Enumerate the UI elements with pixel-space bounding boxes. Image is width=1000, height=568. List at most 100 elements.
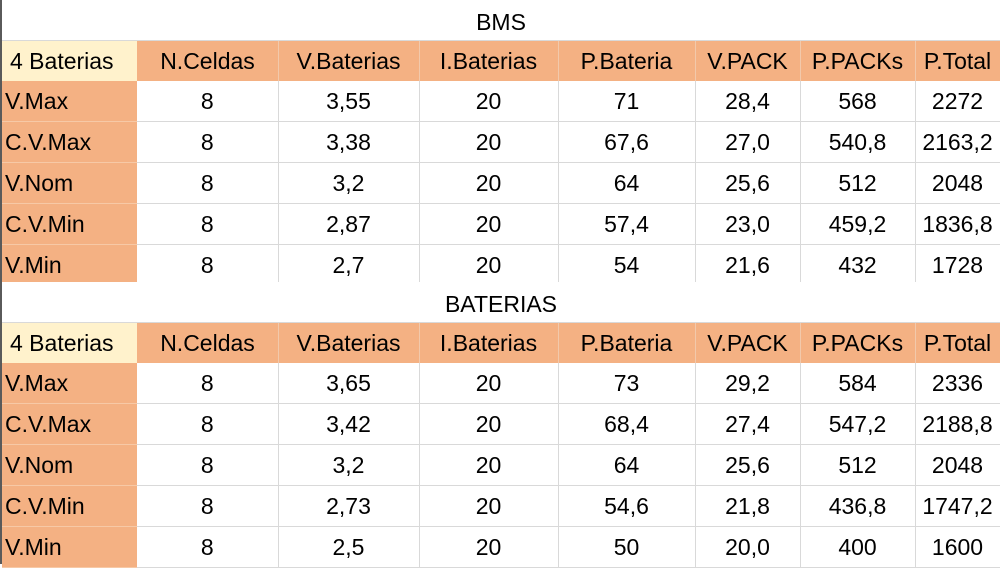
table-cell[interactable]: 20 [419, 162, 559, 204]
table-cell[interactable]: 8 [137, 81, 279, 122]
table-section-baterias: BATERIAS 4 Baterias N.Celdas V.Baterias … [2, 282, 1000, 568]
row-label[interactable]: C.V.Min [2, 485, 137, 527]
column-header[interactable]: V.PACK [695, 41, 801, 81]
table-cell[interactable]: 21,6 [695, 244, 801, 286]
column-header[interactable]: P.Bateria [558, 41, 696, 81]
table-cell[interactable]: 3,55 [278, 81, 420, 122]
table-cell[interactable]: 540,8 [800, 121, 916, 163]
table-cell[interactable]: 1600 [915, 526, 1000, 568]
table-cell[interactable]: 64 [558, 444, 696, 486]
table-cell[interactable]: 54,6 [558, 485, 696, 527]
table-cell[interactable]: 584 [800, 363, 916, 404]
table-cell[interactable]: 20 [419, 403, 559, 445]
table-cell[interactable]: 2,73 [278, 485, 420, 527]
table-cell[interactable]: 436,8 [800, 485, 916, 527]
table-cell[interactable]: 20,0 [695, 526, 801, 568]
table-cell[interactable]: 2048 [915, 162, 1000, 204]
row-label[interactable]: V.Nom [2, 162, 137, 204]
table-cell[interactable]: 57,4 [558, 203, 696, 245]
table-cell[interactable]: 2048 [915, 444, 1000, 486]
column-header[interactable]: N.Celdas [137, 41, 279, 81]
table-cell[interactable]: 67,6 [558, 121, 696, 163]
table-cell[interactable]: 27,4 [695, 403, 801, 445]
table-cell[interactable]: 2,5 [278, 526, 420, 568]
row-label[interactable]: V.Nom [2, 444, 137, 486]
table-cell[interactable]: 1836,8 [915, 203, 1000, 245]
row-label[interactable]: V.Min [2, 244, 137, 286]
table-cell[interactable]: 20 [419, 244, 559, 286]
table-cell[interactable]: 50 [558, 526, 696, 568]
column-header[interactable]: I.Baterias [419, 41, 559, 81]
column-header[interactable]: V.Baterias [278, 323, 420, 363]
column-header[interactable]: P.PACKs [800, 41, 916, 81]
table-cell[interactable]: 20 [419, 363, 559, 404]
table-cell[interactable]: 28,4 [695, 81, 801, 122]
row-label[interactable]: C.V.Max [2, 121, 137, 163]
row-label[interactable]: C.V.Max [2, 403, 137, 445]
table-cell[interactable]: 2163,2 [915, 121, 1000, 163]
column-header[interactable]: N.Celdas [137, 323, 279, 363]
table-cell[interactable]: 20 [419, 444, 559, 486]
column-header[interactable]: I.Baterias [419, 323, 559, 363]
table-cell[interactable]: 20 [419, 121, 559, 163]
table-cell[interactable]: 8 [137, 203, 279, 245]
table-cell[interactable]: 8 [137, 403, 279, 445]
table-cell[interactable]: 1747,2 [915, 485, 1000, 527]
table-cell[interactable]: 8 [137, 162, 279, 204]
table-cell[interactable]: 8 [137, 526, 279, 568]
table-cell[interactable]: 1728 [915, 244, 1000, 286]
table-cell[interactable]: 8 [137, 485, 279, 527]
column-header[interactable]: P.Total [915, 41, 1000, 81]
table-cell[interactable]: 20 [419, 485, 559, 527]
table-cell[interactable]: 25,6 [695, 444, 801, 486]
corner-cell[interactable]: 4 Baterias [2, 41, 138, 81]
table-cell[interactable]: 512 [800, 444, 916, 486]
table-cell[interactable]: 2,87 [278, 203, 420, 245]
table-cell[interactable]: 8 [137, 363, 279, 404]
table-cell[interactable]: 3,65 [278, 363, 420, 404]
table-cell[interactable]: 432 [800, 244, 916, 286]
table-cell[interactable]: 512 [800, 162, 916, 204]
table-cell[interactable]: 2336 [915, 363, 1000, 404]
table-cell[interactable]: 547,2 [800, 403, 916, 445]
table-cell[interactable]: 21,8 [695, 485, 801, 527]
corner-cell[interactable]: 4 Baterias [2, 323, 138, 363]
table-cell[interactable]: 8 [137, 121, 279, 163]
table-cell[interactable]: 3,2 [278, 162, 420, 204]
row-label[interactable]: V.Min [2, 526, 137, 568]
table-cell[interactable]: 54 [558, 244, 696, 286]
table-cell[interactable]: 64 [558, 162, 696, 204]
column-header[interactable]: P.Total [915, 323, 1000, 363]
table-cell[interactable]: 2,7 [278, 244, 420, 286]
column-header[interactable]: P.Bateria [558, 323, 696, 363]
table-cell[interactable]: 68,4 [558, 403, 696, 445]
table-cell[interactable]: 8 [137, 444, 279, 486]
row-label[interactable]: C.V.Min [2, 203, 137, 245]
column-header[interactable]: V.PACK [695, 323, 801, 363]
table-cell[interactable]: 3,42 [278, 403, 420, 445]
table-cell[interactable]: 459,2 [800, 203, 916, 245]
table-cell[interactable]: 23,0 [695, 203, 801, 245]
table-cell[interactable]: 2272 [915, 81, 1000, 122]
table-cell[interactable]: 27,0 [695, 121, 801, 163]
table-cell[interactable]: 20 [419, 526, 559, 568]
row-label[interactable]: V.Max [2, 363, 137, 404]
table-row: V.Min 8 2,5 20 50 20,0 400 1600 [2, 526, 1000, 568]
table-row: C.V.Max 8 3,38 20 67,6 27,0 540,8 2163,2 [2, 121, 1000, 163]
table-cell[interactable]: 20 [419, 203, 559, 245]
column-header[interactable]: V.Baterias [278, 41, 420, 81]
table-cell[interactable]: 8 [137, 244, 279, 286]
table-cell[interactable]: 20 [419, 81, 559, 122]
table-cell[interactable]: 3,38 [278, 121, 420, 163]
table-cell[interactable]: 568 [800, 81, 916, 122]
table-cell[interactable]: 3,2 [278, 444, 420, 486]
column-header[interactable]: P.PACKs [800, 323, 916, 363]
table-row: V.Nom 8 3,2 20 64 25,6 512 2048 [2, 444, 1000, 486]
table-cell[interactable]: 25,6 [695, 162, 801, 204]
row-label[interactable]: V.Max [2, 81, 137, 122]
table-cell[interactable]: 71 [558, 81, 696, 122]
table-cell[interactable]: 29,2 [695, 363, 801, 404]
table-cell[interactable]: 73 [558, 363, 696, 404]
table-cell[interactable]: 400 [800, 526, 916, 568]
table-cell[interactable]: 2188,8 [915, 403, 1000, 445]
